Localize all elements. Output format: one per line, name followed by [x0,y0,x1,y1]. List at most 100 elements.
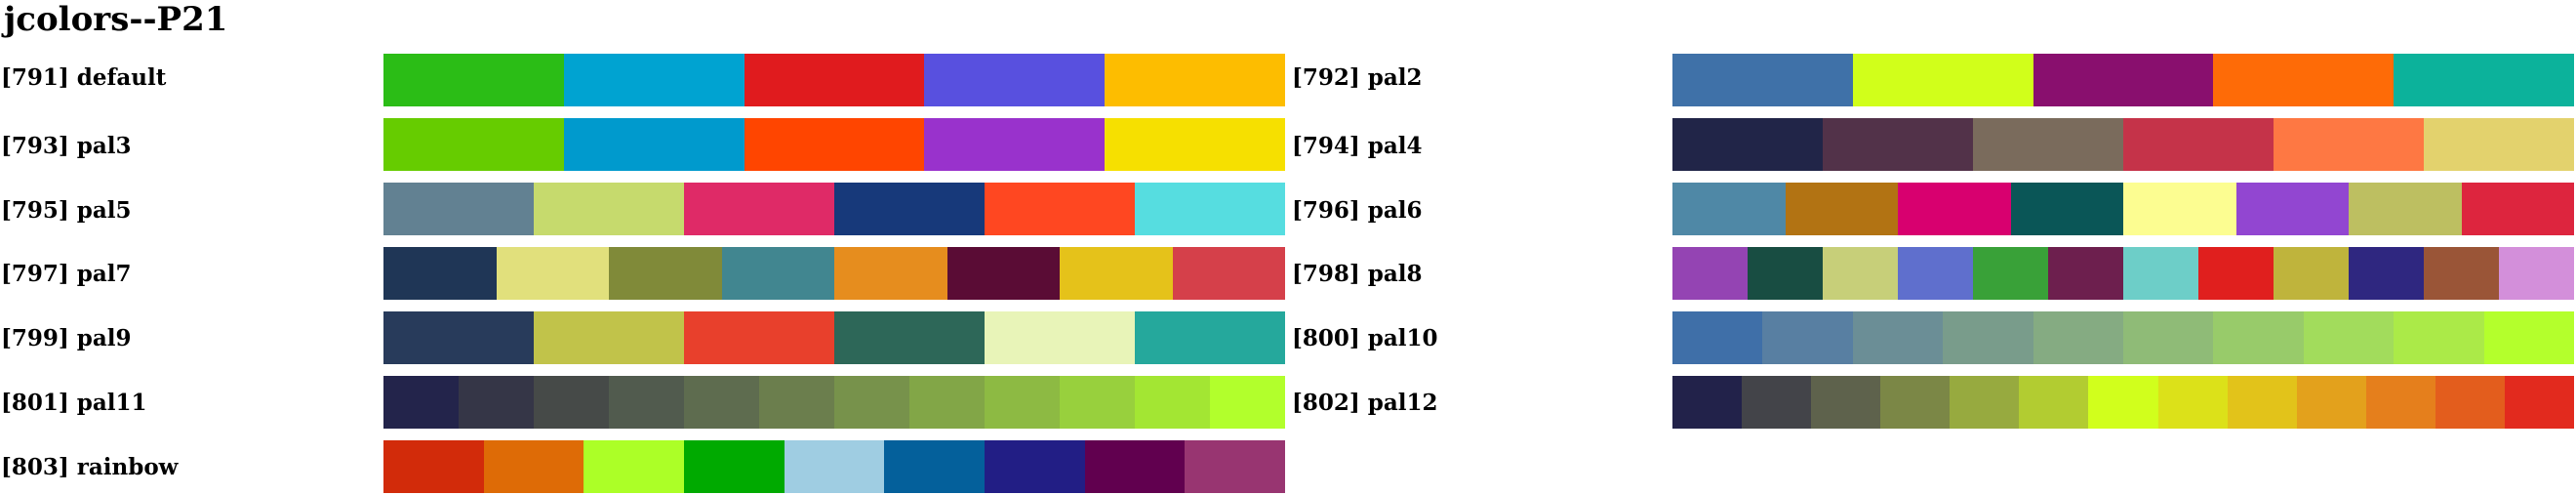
palette-label-pal3: [793] pal3 [1,133,132,159]
color-swatch [1852,311,1944,364]
color-swatch [834,376,909,429]
color-swatch [834,183,985,235]
color-swatch [496,247,609,300]
color-swatch [684,183,834,235]
color-swatch [1060,376,1135,429]
palette-label-pal7: [797] pal7 [1,261,132,287]
palette-bar-pal2 [1672,54,2574,106]
color-swatch [684,440,785,493]
palette-label-pal10: [800] pal10 [1292,325,1438,351]
palette-label-pal2: [792] pal2 [1292,64,1423,91]
palette-bar-default [383,54,1285,106]
palette-label-default: [791] default [1,64,167,91]
color-swatch [2394,54,2574,106]
color-swatch [1880,376,1951,429]
color-swatch [2424,118,2574,171]
color-swatch [985,183,1135,235]
color-swatch [2213,54,2395,106]
color-swatch [909,376,985,429]
palette-label-pal8: [798] pal8 [1292,261,1423,287]
palette-bar-pal4 [1672,118,2574,171]
color-swatch [1185,440,1286,493]
color-swatch [1210,376,1285,429]
color-swatch [1852,54,2033,106]
color-swatch [1748,247,1823,300]
color-swatch [985,311,1135,364]
color-swatch [2483,311,2575,364]
color-swatch [1135,311,1285,364]
color-swatch [1898,183,2011,235]
color-swatch [784,440,885,493]
color-swatch [1762,311,1853,364]
palette-bar-pal12 [1672,376,2575,429]
palette-label-pal12: [802] pal12 [1292,390,1438,416]
palette-bar-pal11 [383,376,1285,429]
color-swatch [884,440,986,493]
color-swatch [2461,183,2574,235]
palette-label-pal11: [801] pal11 [1,390,147,416]
color-swatch [563,54,745,106]
color-swatch [2274,247,2349,300]
color-swatch [1172,247,1285,300]
color-swatch [684,376,759,429]
color-swatch [2157,376,2228,429]
color-swatch [1105,54,1285,106]
color-swatch [383,376,459,429]
color-swatch [2123,247,2198,300]
color-swatch [1672,247,1748,300]
color-swatch [383,54,564,106]
color-swatch [2303,311,2395,364]
color-swatch [985,376,1060,429]
color-swatch [2274,118,2424,171]
color-swatch [2010,183,2123,235]
color-swatch [1785,183,1898,235]
color-swatch [2227,376,2297,429]
color-swatch [383,118,564,171]
color-swatch [834,247,947,300]
color-swatch [2033,54,2214,106]
color-swatch [2235,183,2349,235]
palette-bar-pal3 [383,118,1285,171]
color-swatch [609,247,722,300]
color-swatch [1672,311,1763,364]
color-swatch [759,376,834,429]
palette-label-pal5: [795] pal5 [1,197,132,224]
color-swatch [924,54,1106,106]
palette-bar-pal7 [383,247,1285,300]
color-swatch [2048,247,2123,300]
palette-label-pal9: [799] pal9 [1,325,132,351]
color-swatch [985,440,1085,493]
color-swatch [1943,311,2033,364]
color-swatch [2394,311,2484,364]
palette-bar-pal8 [1672,247,2574,300]
color-swatch [2088,376,2158,429]
color-swatch [2499,247,2574,300]
color-swatch [2123,118,2274,171]
color-swatch [1973,247,2048,300]
color-swatch [534,183,684,235]
palette-label-pal6: [796] pal6 [1292,197,1423,224]
palette-bar-pal10 [1672,311,2575,364]
color-swatch [2424,247,2499,300]
color-swatch [1898,247,1973,300]
color-swatch [1823,118,1973,171]
color-swatch [1672,54,1853,106]
color-swatch [383,247,497,300]
color-swatch [563,118,745,171]
color-swatch [1823,247,1898,300]
color-swatch [1672,376,1743,429]
color-swatch [2296,376,2366,429]
color-swatch [1672,183,1786,235]
color-swatch [1811,376,1881,429]
color-swatch [2123,183,2236,235]
color-swatch [834,311,985,364]
palette-bar-pal5 [383,183,1285,235]
palette-label-rainbow: [803] rainbow [1,454,179,480]
color-swatch [383,183,534,235]
color-swatch [483,440,584,493]
color-swatch [2435,376,2505,429]
color-swatch [1950,376,2020,429]
page-title: jcolors--P21 [4,0,228,39]
color-swatch [383,311,534,364]
color-swatch [946,247,1060,300]
